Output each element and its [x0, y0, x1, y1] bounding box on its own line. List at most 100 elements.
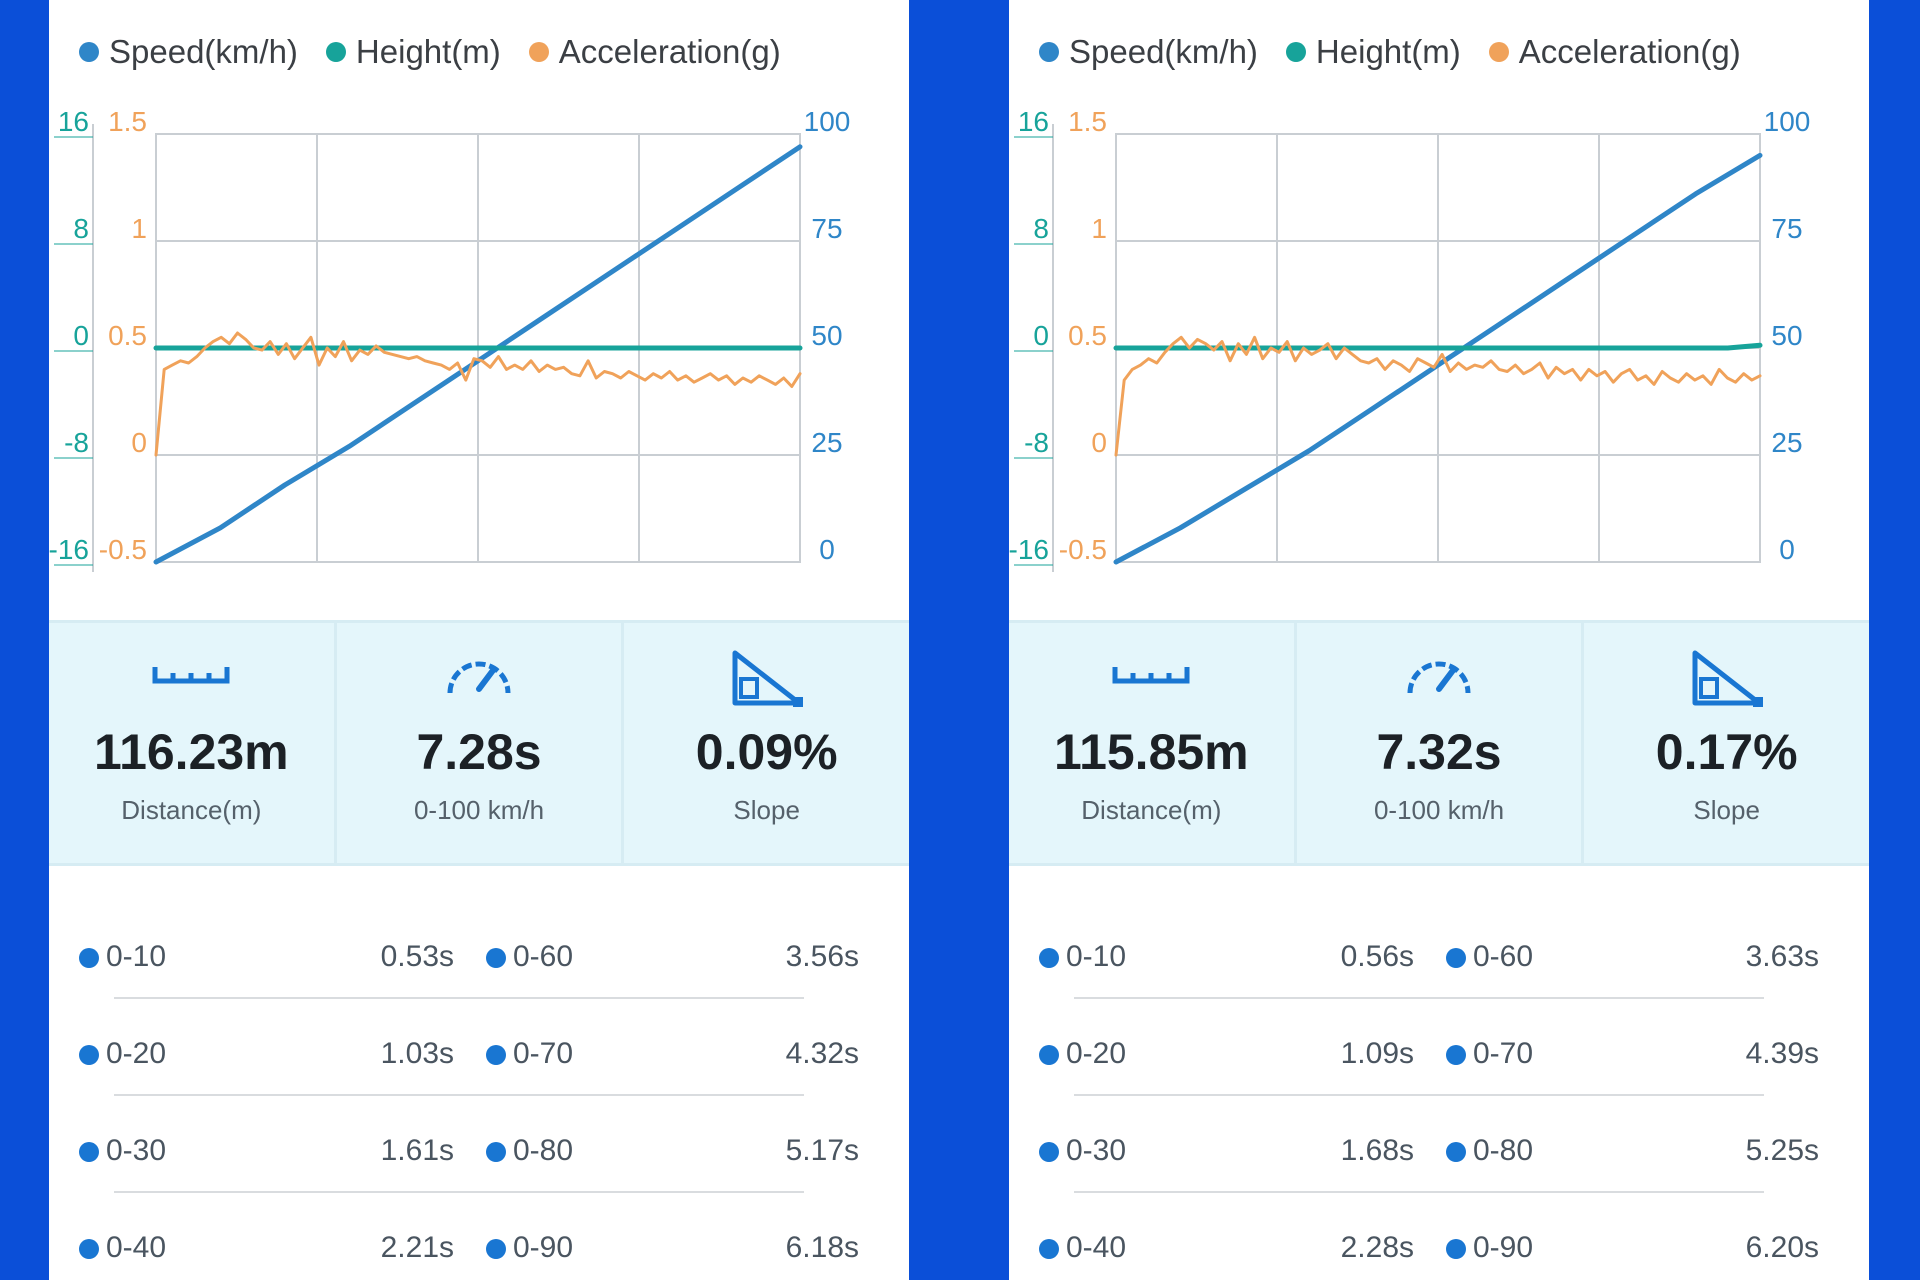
split-time: 1.68s [1340, 1134, 1414, 1167]
series-line-speed [1113, 152, 1763, 565]
acceleration-tick-label: 0.5 [108, 320, 147, 351]
split-label: 0-30 [1066, 1134, 1127, 1167]
legend-dot-speed [1039, 42, 1059, 62]
ruler-icon [151, 649, 231, 694]
acceleration-tick-label: 1.5 [1068, 106, 1107, 137]
acceleration-tick-label: 0 [131, 427, 147, 458]
split-times: 0-10 0.53s 0-60 3.56s 0-20 1.03s 0-70 4.… [49, 863, 909, 1280]
split-row: 0-10 0.53s 0-60 3.56s [49, 928, 909, 988]
split-time: 6.20s [1745, 1231, 1819, 1264]
legend-label-height: Height(m) [1315, 33, 1461, 70]
split-time: 2.21s [380, 1231, 454, 1264]
split-time: 5.17s [785, 1134, 859, 1167]
divider [114, 1191, 804, 1193]
legend-label-height: Height(m) [355, 33, 501, 70]
split-label: 0-40 [106, 1231, 167, 1264]
summary-stats: 116.23m Distance(m) 7.28s 0-100 km/h 0.0… [49, 620, 909, 866]
acceleration-tick-label: -0.5 [1059, 534, 1107, 565]
stat-0-100: 7.32s 0-100 km/h [1297, 623, 1585, 863]
split-label: 0-10 [1066, 940, 1127, 973]
legend-item-height[interactable]: Height(m) [1285, 33, 1461, 71]
result-panel-right: Speed(km/h) Height(m) Acceleration(g) 16… [1009, 0, 1869, 1280]
split-label: 0-10 [106, 940, 167, 973]
legend-dot-height [325, 42, 346, 62]
split-label: 0-90 [1473, 1231, 1534, 1264]
speed-tick-label: 75 [1771, 213, 1802, 244]
speed-tick-label: 25 [1771, 427, 1802, 458]
legend-item-acceleration[interactable]: Acceleration(g) [1488, 33, 1741, 71]
split-label: 0-20 [106, 1037, 167, 1070]
split-row: 0-30 1.68s 0-80 5.25s [1009, 1122, 1869, 1182]
legend-item-height[interactable]: Height(m) [325, 33, 501, 71]
series-line-height [1113, 342, 1763, 351]
legend-item-speed[interactable]: Speed(km/h) [79, 33, 298, 71]
split-label: 0-60 [513, 940, 574, 973]
distance-value: 115.85m [1054, 724, 1249, 780]
split-time: 1.09s [1340, 1037, 1414, 1070]
acceleration-tick-label: 0 [1091, 427, 1107, 458]
zero-to-hundred-label: 0-100 km/h [413, 795, 545, 825]
speed-tick-label: 100 [1764, 106, 1811, 137]
acceleration-chart: Speed(km/h) Height(m) Acceleration(g) 16… [49, 0, 909, 620]
split-label: 0-20 [1066, 1037, 1127, 1070]
speed-tick-label: 0 [819, 534, 835, 565]
summary-stats: 115.85m Distance(m) 7.32s 0-100 km/h 0.1… [1009, 620, 1869, 866]
split-time: 1.61s [380, 1134, 454, 1167]
distance-label: Distance(m) [1081, 795, 1222, 825]
speed-tick-label: 50 [1771, 320, 1802, 351]
bullet-dot-icon [1039, 948, 1059, 968]
stat-slope: 0.09% Slope [624, 623, 909, 863]
split-label: 0-80 [1473, 1134, 1534, 1167]
legend-label-acceleration: Acceleration(g) [1518, 33, 1741, 70]
split-time: 3.63s [1745, 940, 1819, 973]
acceleration-tick-label: 0.5 [1068, 320, 1107, 351]
bullet-dot-icon [486, 948, 506, 968]
distance-value: 116.23m [94, 724, 289, 780]
slope-icon [1687, 649, 1767, 714]
legend-item-speed[interactable]: Speed(km/h) [1039, 33, 1258, 71]
slope-icon [727, 649, 807, 714]
distance-label: Distance(m) [121, 795, 262, 825]
bullet-dot-icon [1446, 948, 1466, 968]
stat-slope: 0.17% Slope [1584, 623, 1869, 863]
stat-0-100: 7.28s 0-100 km/h [337, 623, 625, 863]
height-tick-label: 8 [1033, 213, 1049, 244]
speedometer-icon [1404, 649, 1474, 704]
split-times: 0-10 0.56s 0-60 3.63s 0-20 1.09s 0-70 4.… [1009, 863, 1869, 1280]
split-time: 4.39s [1745, 1037, 1819, 1070]
bullet-dot-icon [79, 1239, 99, 1259]
divider [1074, 1191, 1764, 1193]
split-row: 0-40 2.21s 0-90 6.18s [49, 1219, 909, 1279]
bullet-dot-icon [79, 1045, 99, 1065]
bullet-dot-icon [1039, 1045, 1059, 1065]
legend-dot-height [1285, 42, 1306, 62]
split-label: 0-40 [1066, 1231, 1127, 1264]
slope-value: 0.09% [695, 724, 838, 780]
height-tick-label: 0 [1033, 320, 1049, 351]
legend-label-speed: Speed(km/h) [109, 33, 298, 70]
speed-tick-label: 50 [811, 320, 842, 351]
height-tick-label: 8 [73, 213, 89, 244]
bullet-dot-icon [486, 1142, 506, 1162]
split-label: 0-70 [1473, 1037, 1534, 1070]
height-tick-label: -8 [1024, 427, 1049, 458]
chart-legend: Speed(km/h) Height(m) Acceleration(g) [79, 30, 781, 74]
zero-to-hundred-value: 7.32s [1376, 724, 1502, 780]
legend-item-acceleration[interactable]: Acceleration(g) [528, 33, 781, 71]
height-tick-label: 0 [73, 320, 89, 351]
bullet-dot-icon [1039, 1142, 1059, 1162]
chart-legend: Speed(km/h) Height(m) Acceleration(g) [1039, 30, 1741, 74]
split-time: 0.56s [1340, 940, 1414, 973]
height-tick-label: -8 [64, 427, 89, 458]
divider [1074, 997, 1764, 999]
split-row: 0-30 1.61s 0-80 5.17s [49, 1122, 909, 1182]
bullet-dot-icon [1446, 1045, 1466, 1065]
split-label: 0-70 [513, 1037, 574, 1070]
series-line-acceleration [154, 331, 802, 457]
legend-dot-acceleration [528, 42, 549, 62]
speed-tick-label: 25 [811, 427, 842, 458]
split-time: 2.28s [1340, 1231, 1414, 1264]
acceleration-chart: Speed(km/h) Height(m) Acceleration(g) 16… [1009, 0, 1869, 620]
split-label: 0-60 [1473, 940, 1534, 973]
split-time: 0.53s [380, 940, 454, 973]
